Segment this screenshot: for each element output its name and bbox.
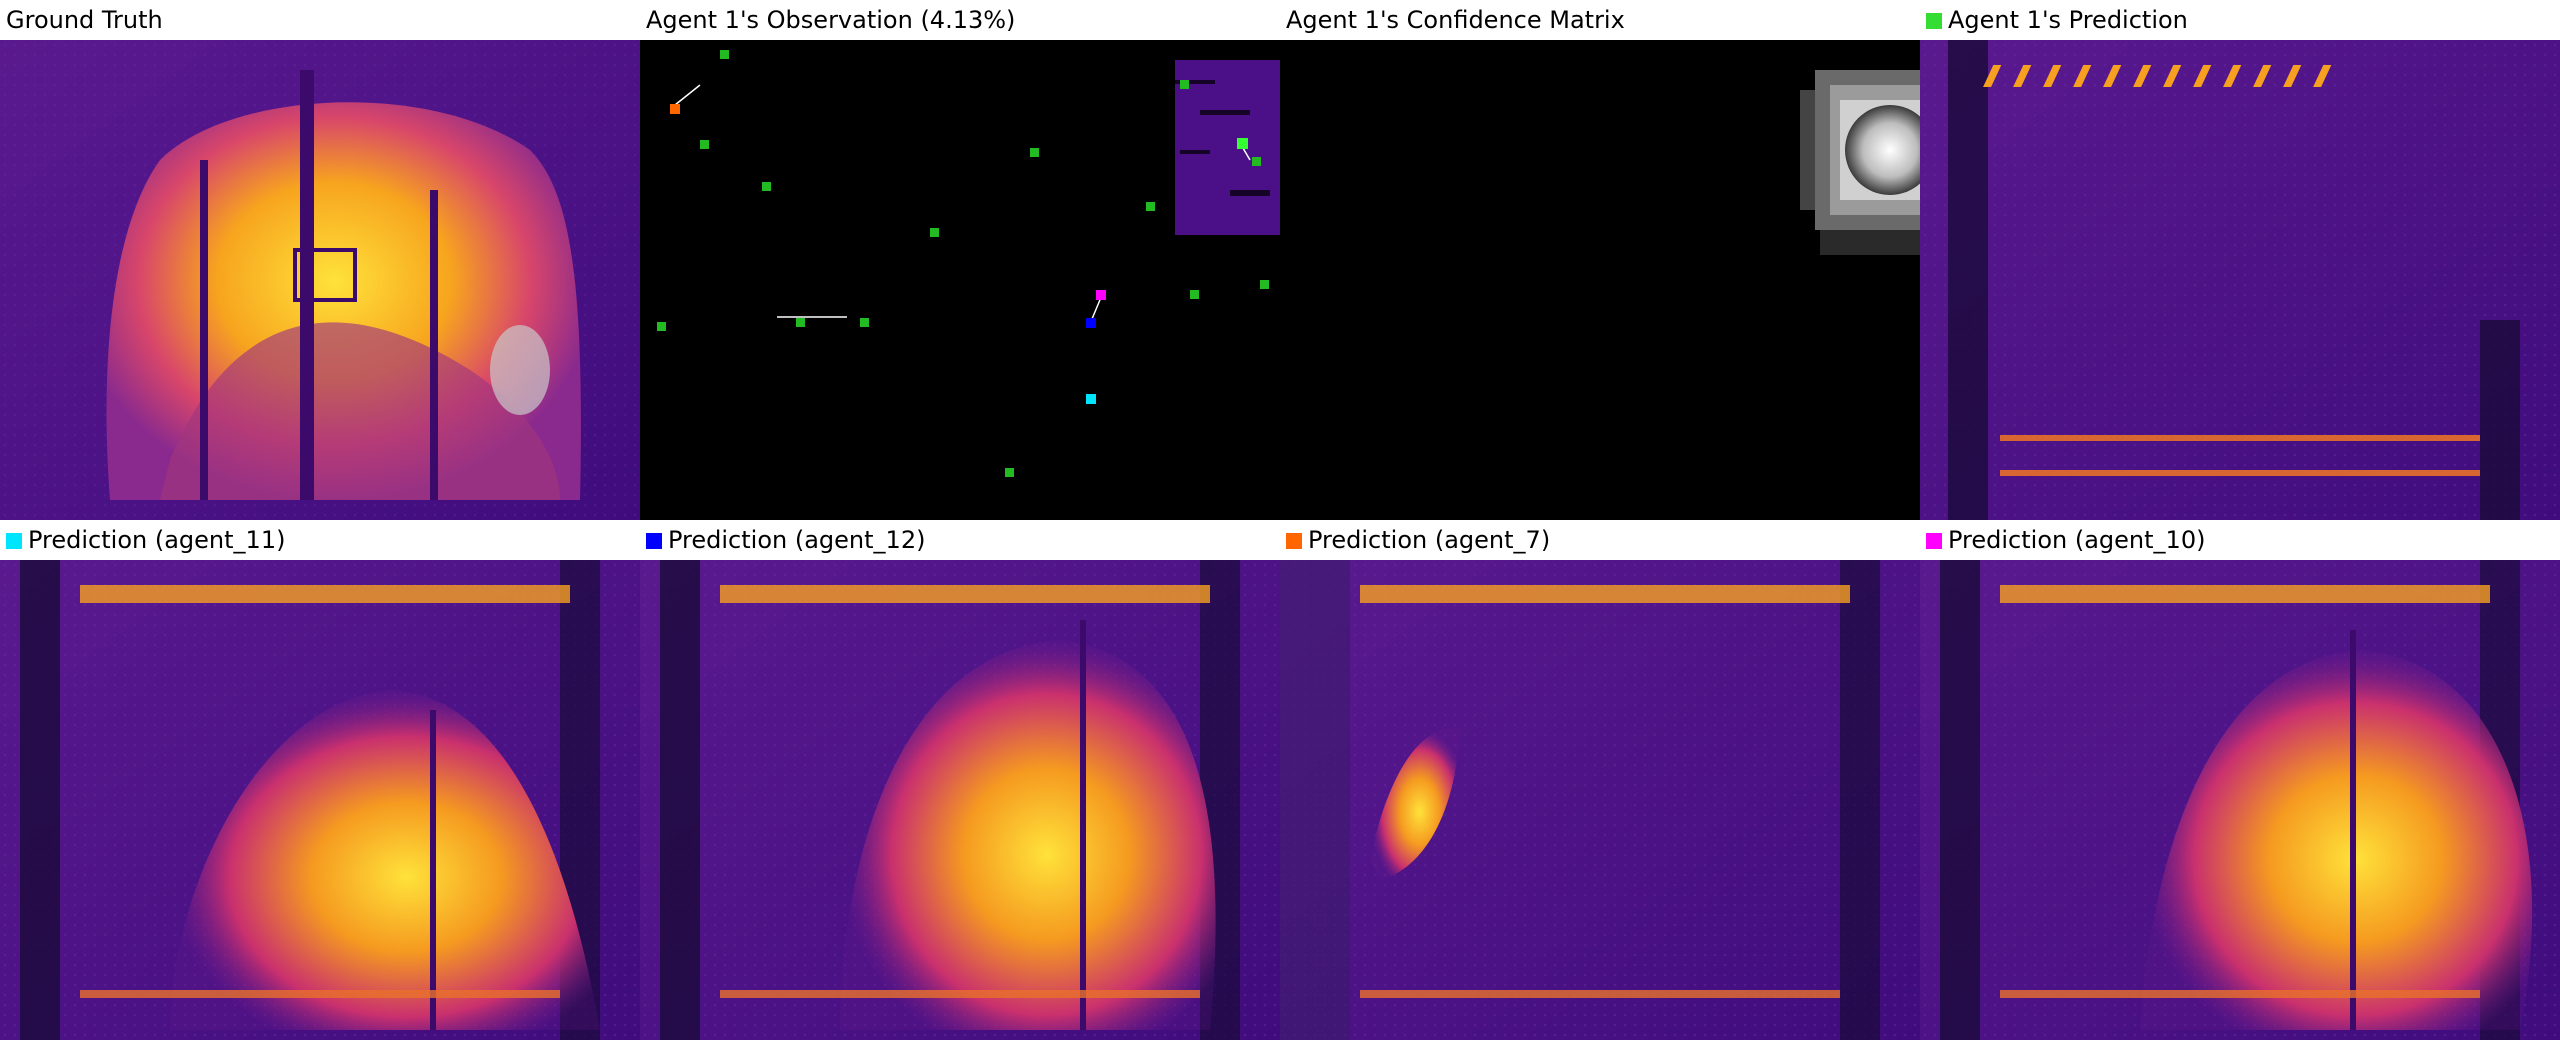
panel-prediction-agent-12: Prediction (agent_12)	[640, 520, 1280, 1040]
panel-title: Prediction (agent_7)	[1286, 525, 1550, 555]
panel-prediction-agent-11: Prediction (agent_11)	[0, 520, 640, 1040]
confidence-matrix-image	[1280, 40, 1920, 520]
panel-titlebar: Prediction (agent_10)	[1920, 520, 2560, 560]
panel-title-text: Prediction (agent_7)	[1308, 526, 1551, 554]
panel-title-text: Prediction (agent_11)	[28, 526, 286, 554]
panel-prediction-agent-7: Prediction (agent_7)	[1280, 520, 1920, 1040]
prediction-agent-7-image	[1280, 560, 1920, 1040]
panel-titlebar: Prediction (agent_12)	[640, 520, 1280, 560]
panel-title-text: Prediction (agent_10)	[1948, 526, 2206, 554]
panel-titlebar: Agent 1's Confidence Matrix	[1280, 0, 1920, 40]
panel-titlebar: Ground Truth	[0, 0, 640, 40]
panel-observation: Agent 1's Observation (4.13%)	[640, 0, 1280, 520]
panel-title: Agent 1's Observation (4.13%)	[646, 6, 1016, 34]
agent-marker-icon	[657, 50, 1269, 477]
panel-titlebar: Prediction (agent_7)	[1280, 520, 1920, 560]
panel-title: Prediction (agent_12)	[646, 525, 925, 555]
panel-agent1-prediction: Agent 1's Prediction	[1920, 0, 2560, 520]
agent1-prediction-image	[1920, 40, 2560, 520]
panel-title: Prediction (agent_11)	[6, 525, 285, 555]
observed-region	[1175, 60, 1280, 235]
panel-titlebar: Agent 1's Observation (4.13%)	[640, 0, 1280, 40]
panel-ground-truth: Ground Truth	[0, 0, 640, 520]
color-swatch-icon	[1926, 13, 1942, 29]
panel-title: Agent 1's Prediction	[1926, 5, 2188, 35]
panel-title-text: Agent 1's Prediction	[1948, 6, 2188, 34]
color-swatch-icon	[646, 533, 662, 549]
prediction-agent-12-image	[640, 560, 1280, 1040]
panel-title-text: Prediction (agent_12)	[668, 526, 926, 554]
panel-title: Prediction (agent_10)	[1926, 525, 2205, 555]
panel-titlebar: Agent 1's Prediction	[1920, 0, 2560, 40]
color-swatch-icon	[1286, 533, 1302, 549]
panel-titlebar: Prediction (agent_11)	[0, 520, 640, 560]
panel-prediction-agent-10: Prediction (agent_10)	[1920, 520, 2560, 1040]
color-swatch-icon	[6, 533, 22, 549]
panel-confidence-matrix: Agent 1's Confidence Matrix	[1280, 0, 1920, 520]
prediction-agent-10-image	[1920, 560, 2560, 1040]
panel-title: Ground Truth	[6, 6, 163, 34]
observation-image	[640, 40, 1280, 520]
prediction-artifact-row-top	[1983, 65, 2332, 87]
prediction-agent-11-image	[0, 560, 640, 1040]
color-swatch-icon	[1926, 533, 1942, 549]
ground-truth-image	[0, 40, 640, 520]
panel-title: Agent 1's Confidence Matrix	[1286, 6, 1625, 34]
